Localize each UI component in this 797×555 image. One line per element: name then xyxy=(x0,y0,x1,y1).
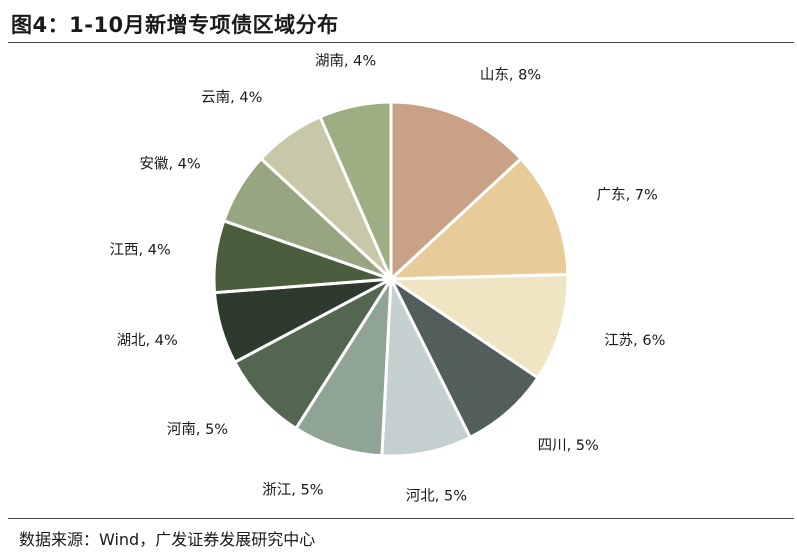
pie-slices xyxy=(212,100,570,458)
pie-label-1: 广东, 7% xyxy=(597,186,658,203)
pie-label-9: 安徽, 4% xyxy=(139,156,200,173)
pie-slice-1 xyxy=(389,157,570,281)
pie-label-0: 山东, 8% xyxy=(480,67,541,84)
pie-label-3: 四川, 5% xyxy=(538,438,599,454)
pie-labels: 山东, 8% 广东, 7% 江苏, 6% 四川, 5% 河北, 5% 浙江, 5% 河南, … xyxy=(110,53,666,505)
pie-label-5: 浙江, 5% xyxy=(262,482,323,499)
pie-chart: 山东, 8% 广东, 7% 江苏, 6% 四川, 5% 河北, 5% 浙江, 5% 河南, … xyxy=(110,53,666,505)
pie-label-6: 河南, 5% xyxy=(167,421,228,438)
source-note: 数据来源：Wind，广发证券发展研究中心 xyxy=(19,530,316,549)
pie-label-11: 湖南, 4% xyxy=(315,53,376,70)
pie-slice-4 xyxy=(380,277,472,458)
pie-label-4: 河北, 5% xyxy=(406,487,467,504)
pie-slice-3 xyxy=(389,277,540,439)
title-divider xyxy=(8,42,794,43)
pie-label-10: 云南, 4% xyxy=(201,89,262,106)
pie-slice-2 xyxy=(389,272,570,380)
pie-slice-5 xyxy=(294,277,393,458)
pie-label-8: 江西, 4% xyxy=(110,242,171,259)
pie-label-2: 江苏, 6% xyxy=(604,332,665,349)
pie-slice-0 xyxy=(389,100,523,281)
pie-label-7: 湖北, 4% xyxy=(117,332,178,349)
chart-title: 图4：1-10月新增专项债区域分布 xyxy=(11,13,339,37)
source-divider xyxy=(8,518,794,519)
pie-slice-6 xyxy=(233,277,393,430)
pie-slice-11 xyxy=(318,100,393,281)
